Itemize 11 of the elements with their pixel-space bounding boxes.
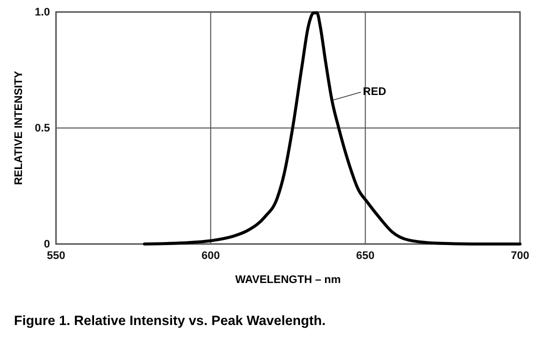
- y-axis-title: RELATIVE INTENSITY: [13, 70, 25, 186]
- y-tick-label: 0.5: [34, 122, 50, 135]
- y-tick-label: 0: [44, 238, 50, 251]
- line-series: [142, 11, 522, 246]
- x-axis-title: WAVELENGTH – nm: [235, 274, 341, 286]
- caption: Figure 1. Relative Intensity vs. Peak Wavelength.: [14, 313, 326, 328]
- x-tick-label: 550: [46, 250, 66, 262]
- x-tick-label: 600: [201, 250, 220, 262]
- x-tick-label: 700: [510, 250, 530, 262]
- y-tick-label: 1.0: [34, 6, 50, 19]
- x-tick-label: 650: [356, 250, 375, 262]
